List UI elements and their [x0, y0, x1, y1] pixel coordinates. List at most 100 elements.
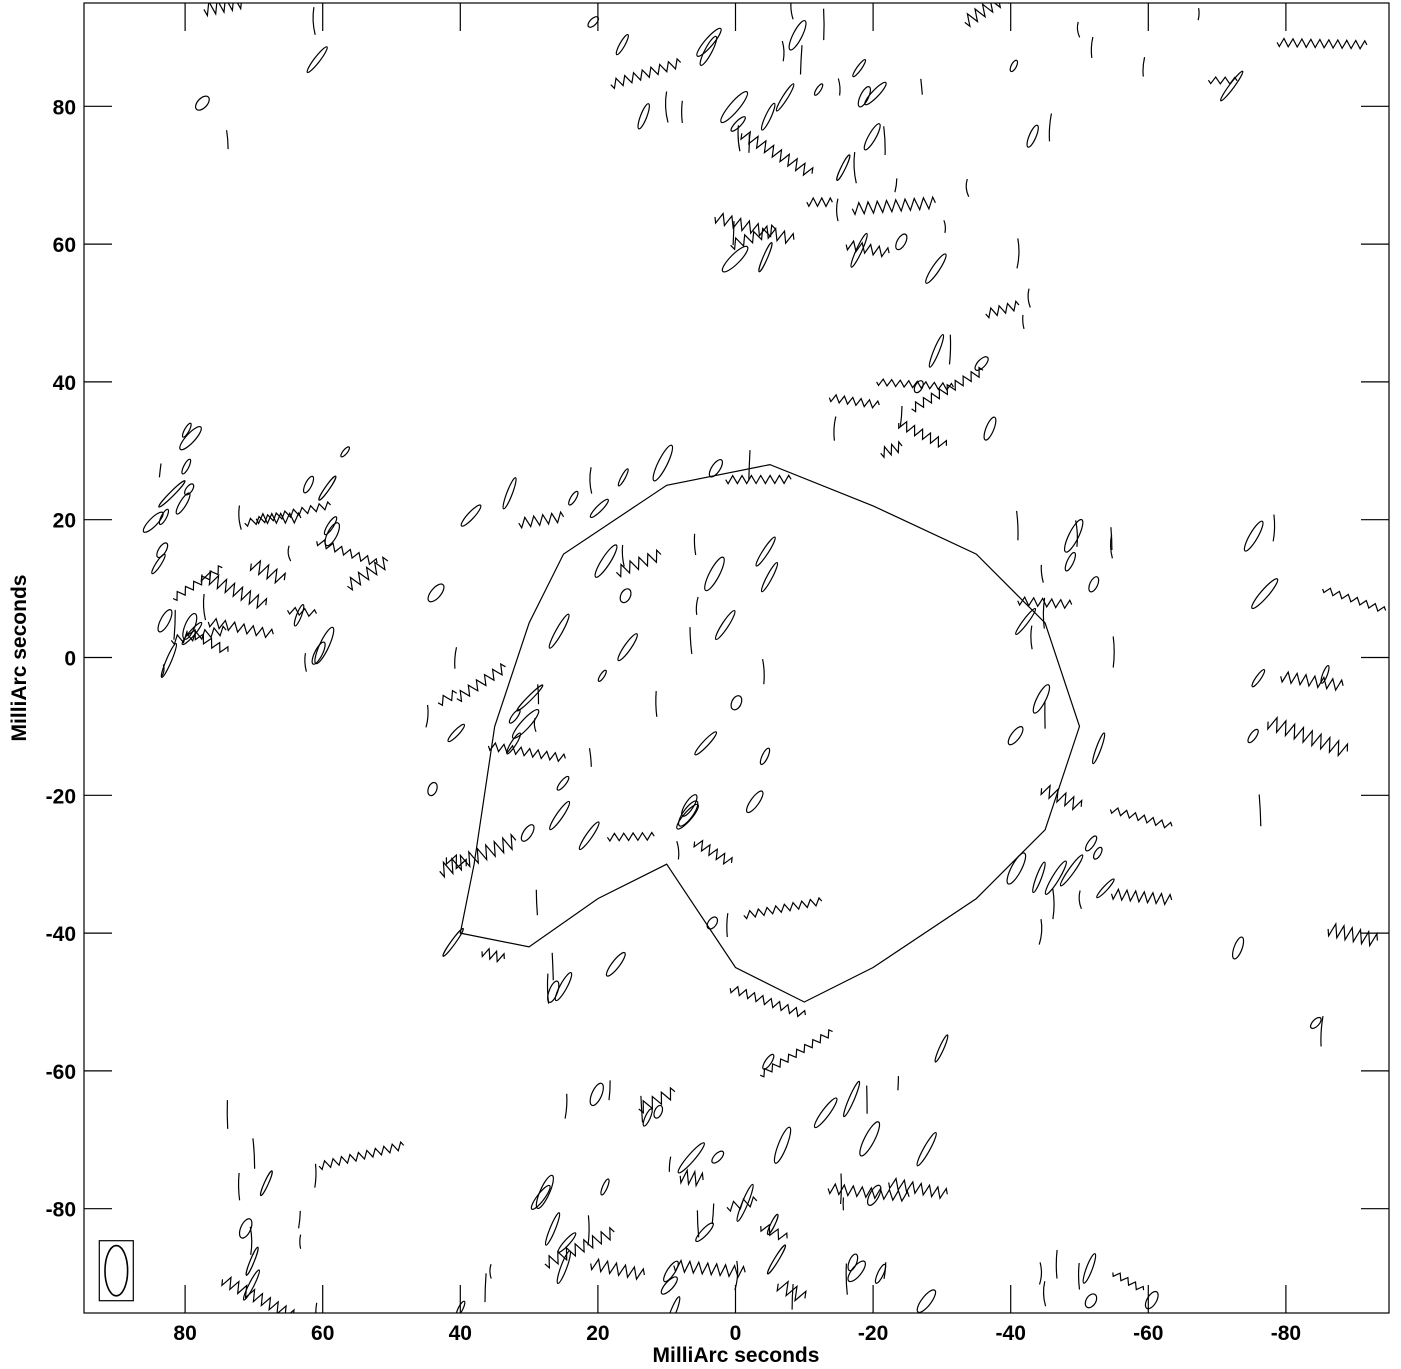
contour-ellipse [293, 604, 305, 627]
contour-ellipse [859, 1121, 881, 1157]
contour-ellipse [916, 1132, 937, 1167]
contour-ellipse [568, 490, 579, 506]
contour-ellipse [736, 1183, 754, 1222]
x-tick-labels: 80 60 40 20 0 -20 -40 -60 -80 [173, 1322, 1301, 1345]
contour-ellipse [181, 458, 192, 475]
contour-ellipse [530, 1184, 551, 1210]
contour-arc [640, 1095, 644, 1123]
contour-arc [781, 40, 785, 62]
contour-ridge [615, 548, 662, 579]
contour-arc [589, 467, 593, 494]
contour-ellipse [766, 1213, 779, 1236]
contour-ridge [776, 1280, 807, 1303]
contour-arc [1320, 1015, 1324, 1047]
contour-ellipse [711, 1150, 725, 1164]
contour-arc [1016, 238, 1020, 269]
y-tick-label: 80 [53, 96, 76, 119]
contour-ellipse [721, 245, 749, 273]
contour-ellipse [836, 154, 851, 182]
contour-ridge [249, 559, 287, 585]
contour-ellipse [842, 1080, 861, 1118]
contour-ridge [1267, 715, 1349, 758]
contour-ellipse [660, 1276, 678, 1295]
contour-ridge [888, 1176, 948, 1200]
contour-arc [588, 748, 592, 767]
contour-arc [1048, 113, 1052, 142]
contour-ridge [456, 662, 506, 703]
contour-ellipse [605, 951, 626, 977]
contour-ellipse [866, 1184, 882, 1206]
contour-ellipse [242, 1269, 260, 1301]
contour-ellipse [762, 1053, 775, 1070]
y-tick-label: -80 [46, 1199, 76, 1222]
contour-arc [1109, 534, 1113, 559]
contour-ellipse [460, 504, 482, 527]
contour-ellipse [864, 81, 887, 106]
contour-ellipse [455, 1300, 466, 1313]
contour-ellipse [758, 241, 773, 273]
contour-ridge [200, 570, 268, 610]
contour-arc [676, 841, 680, 860]
y-tick-label: -60 [46, 1061, 76, 1084]
contour-arc [696, 1210, 700, 1238]
contour-arc [883, 1262, 887, 1280]
contour-ellipse [863, 123, 881, 151]
x-tick-label: -40 [996, 1322, 1026, 1345]
contour-arc [726, 913, 729, 938]
contour-ridge [693, 839, 733, 866]
contour-ridge [1207, 75, 1238, 86]
contour-ellipse [1231, 936, 1245, 960]
contour-arc [897, 1076, 899, 1091]
main-contour-outline [459, 463, 1081, 1003]
contour-ellipse [547, 980, 560, 1003]
contour-arc [883, 126, 886, 156]
contour-arc [762, 658, 765, 685]
contour-ridge [845, 239, 890, 259]
contour-ridge [729, 985, 806, 1018]
y-tick-label: 40 [53, 372, 76, 395]
contour-ellipse [318, 475, 337, 501]
contour-arc [1040, 564, 1044, 583]
contour-ridge [964, 3, 1009, 28]
contour-arc [314, 1163, 317, 1188]
contour-arc [158, 463, 162, 478]
contour-ellipse [160, 642, 178, 679]
contour-arc [899, 405, 903, 427]
contour-arc [695, 596, 699, 615]
x-tick-label: 0 [730, 1322, 742, 1345]
contour-arc [1055, 1249, 1058, 1279]
x-tick-label: 20 [586, 1322, 609, 1345]
contour-ridge [170, 625, 227, 646]
contour-ellipse [340, 446, 351, 458]
contour-ellipse [696, 27, 722, 57]
contour-ellipse [1015, 607, 1037, 636]
contour-ridge [437, 689, 458, 707]
contour-arc [299, 1234, 302, 1249]
contour-ellipse [847, 1253, 859, 1272]
contour-ellipse [1088, 576, 1100, 593]
contour-ellipse [652, 444, 674, 482]
contour-ellipse [617, 633, 638, 662]
contour-ridge [318, 1140, 405, 1171]
contour-arc [564, 1093, 568, 1119]
contour-ridge [898, 420, 947, 449]
contour-arc [668, 1156, 672, 1172]
contour-arc [1030, 625, 1033, 650]
contour-ellipse [175, 492, 191, 515]
contour-layer [142, 3, 1387, 1313]
contour-ellipse [775, 83, 795, 112]
contour-ridge [1322, 587, 1387, 613]
x-axis-title: MilliArc seconds [653, 1344, 820, 1367]
contour-ellipse [788, 19, 807, 51]
contour-ellipse [589, 498, 609, 519]
contour-ellipse [323, 516, 338, 536]
x-tick-label: -80 [1271, 1322, 1301, 1345]
contour-arc [1027, 288, 1031, 308]
contour-ellipse [1219, 70, 1244, 102]
contour-arc [1038, 1262, 1043, 1285]
contour-ellipse [194, 95, 210, 111]
contour-ellipse [544, 1212, 561, 1246]
contour-arc [655, 691, 658, 717]
contour-ellipse [850, 232, 868, 268]
contour-arc [1022, 314, 1025, 330]
